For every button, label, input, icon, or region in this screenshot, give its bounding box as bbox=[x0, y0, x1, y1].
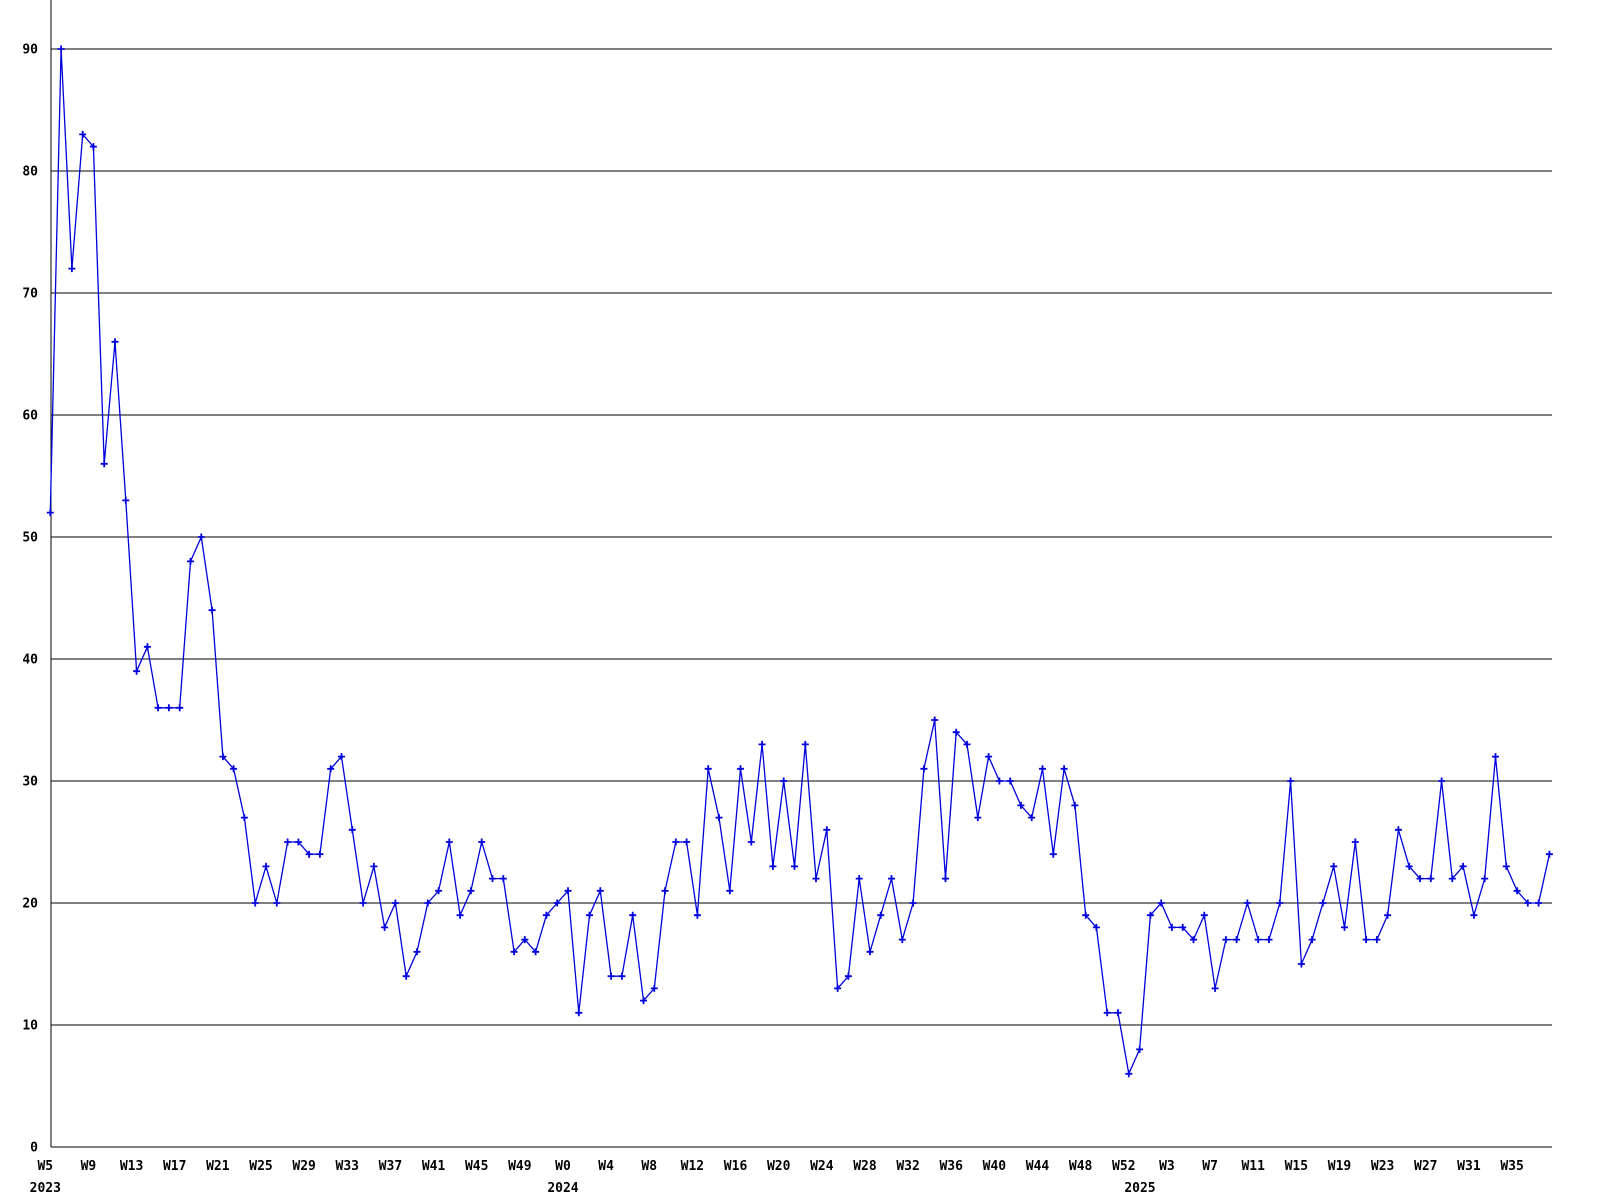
year-label-2024: 2024 bbox=[547, 1181, 578, 1196]
x-tick-label-W19: W19 bbox=[1328, 1159, 1351, 1174]
y-tick-label-10: 10 bbox=[22, 1019, 38, 1034]
y-tick-label-60: 60 bbox=[22, 409, 38, 424]
x-tick-label-W3: W3 bbox=[1159, 1159, 1175, 1174]
x-tick-label-W11: W11 bbox=[1241, 1159, 1265, 1174]
x-tick-label-W45: W45 bbox=[465, 1159, 488, 1174]
y-tick-label-80: 80 bbox=[22, 165, 38, 180]
x-tick-label-W17: W17 bbox=[163, 1159, 186, 1174]
x-tick-label-W25: W25 bbox=[249, 1159, 272, 1174]
x-tick-label-W49: W49 bbox=[508, 1159, 531, 1174]
x-tick-label-W7: W7 bbox=[1202, 1159, 1218, 1174]
x-tick-label-W31: W31 bbox=[1457, 1159, 1481, 1174]
y-tick-label-50: 50 bbox=[22, 531, 38, 546]
x-tick-label-W27: W27 bbox=[1414, 1159, 1437, 1174]
x-tick-label-W20: W20 bbox=[767, 1159, 791, 1174]
x-tick-label-W21: W21 bbox=[206, 1159, 230, 1174]
y-tick-label-40: 40 bbox=[22, 653, 38, 668]
x-tick-label-W9: W9 bbox=[81, 1159, 97, 1174]
x-tick-label-W35: W35 bbox=[1500, 1159, 1523, 1174]
x-tick-label-W16: W16 bbox=[724, 1159, 748, 1174]
x-tick-label-W0: W0 bbox=[555, 1159, 571, 1174]
y-tick-label-20: 20 bbox=[22, 897, 38, 912]
year-label-2025: 2025 bbox=[1124, 1181, 1155, 1196]
y-tick-label-0: 0 bbox=[30, 1141, 38, 1156]
x-tick-label-W8: W8 bbox=[641, 1159, 657, 1174]
x-tick-label-W28: W28 bbox=[853, 1159, 877, 1174]
x-tick-label-W40: W40 bbox=[983, 1159, 1007, 1174]
y-tick-label-70: 70 bbox=[22, 287, 38, 302]
year-label-2023: 2023 bbox=[30, 1181, 61, 1196]
data-point-markers bbox=[46, 45, 1553, 1078]
x-tick-label-W5: W5 bbox=[37, 1159, 53, 1174]
x-tick-label-W41: W41 bbox=[422, 1159, 446, 1174]
x-tick-label-W48: W48 bbox=[1069, 1159, 1093, 1174]
x-tick-label-W33: W33 bbox=[336, 1159, 359, 1174]
x-tick-label-W23: W23 bbox=[1371, 1159, 1394, 1174]
x-tick-label-W4: W4 bbox=[598, 1159, 614, 1174]
x-tick-label-W24: W24 bbox=[810, 1159, 834, 1174]
y-tick-label-90: 90 bbox=[22, 43, 38, 58]
x-tick-label-W44: W44 bbox=[1026, 1159, 1050, 1174]
x-tick-label-W37: W37 bbox=[379, 1159, 402, 1174]
x-tick-label-W13: W13 bbox=[120, 1159, 143, 1174]
x-tick-label-W32: W32 bbox=[896, 1159, 919, 1174]
y-tick-label-30: 30 bbox=[22, 775, 38, 790]
x-tick-label-W15: W15 bbox=[1285, 1159, 1308, 1174]
x-tick-label-W36: W36 bbox=[939, 1159, 963, 1174]
data-line bbox=[49, 48, 1551, 1077]
x-tick-label-W29: W29 bbox=[292, 1159, 315, 1174]
x-tick-label-W52: W52 bbox=[1112, 1159, 1135, 1174]
x-tick-label-W12: W12 bbox=[681, 1159, 704, 1174]
